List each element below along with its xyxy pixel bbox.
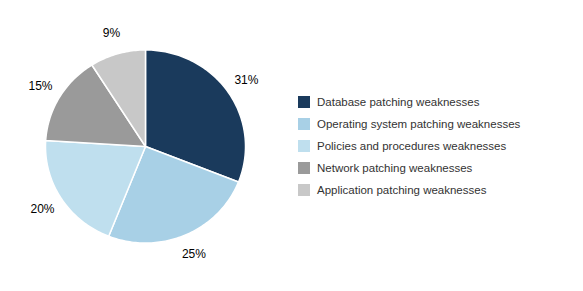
html-text:Policies and procedures weakne: Policies and procedures weaknesses xyxy=(317,139,507,152)
svg-text:9%: 9% xyxy=(103,26,121,40)
svg-text:25%: 25% xyxy=(182,247,206,261)
svg-text:15%: 15% xyxy=(28,79,52,93)
html-text:Application patching weaknesse: Application patching weaknesses xyxy=(317,183,487,196)
html-text:Database patching weaknesses: Database patching weaknesses xyxy=(317,95,480,108)
svg-text:20%: 20% xyxy=(30,202,54,216)
html-text:Operating system patching weak: Operating system patching weaknesses xyxy=(317,117,521,130)
html-text:Network patching weaknesses: Network patching weaknesses xyxy=(317,161,473,174)
svg-text:31%: 31% xyxy=(234,73,258,87)
